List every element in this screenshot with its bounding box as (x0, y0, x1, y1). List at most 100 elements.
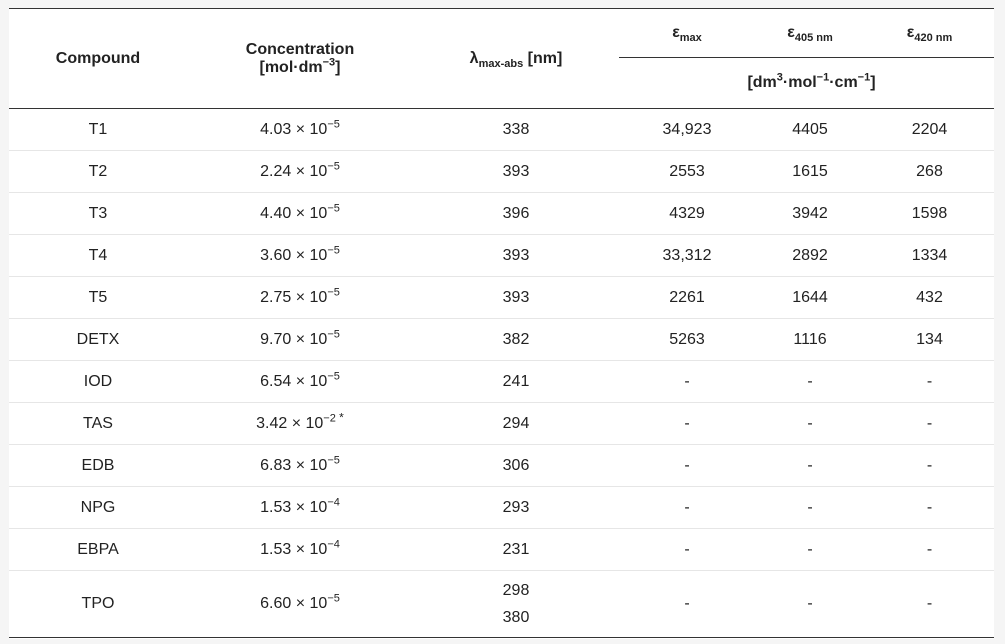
table-row: IOD 6.54 × 10−5 241- - - (9, 360, 994, 403)
conc-base: 1.53 × 10 (260, 540, 328, 558)
header-eps-405: ε405 nm (755, 8, 865, 58)
cell-lambda: 294 (413, 402, 619, 445)
cell-lambda: 338 (413, 108, 619, 151)
conc-base: 9.70 × 10 (260, 330, 328, 348)
cell-eps-max: - (619, 528, 755, 571)
conc-unit-prefix: [mol·dm (259, 58, 323, 76)
table-row: TPO 6.60 × 10−5 298 380- - - (9, 570, 994, 638)
cell-compound: DETX (9, 318, 187, 361)
units-part: ·mol (782, 74, 817, 91)
cell-compound: TPO (9, 570, 187, 638)
cell-compound: IOD (9, 360, 187, 403)
cell-eps-420: - (865, 528, 994, 571)
conc-base: 2.75 × 10 (260, 288, 328, 306)
cell-eps-405: 1644 (755, 276, 865, 319)
cell-compound: T3 (9, 192, 187, 235)
conc-exponent: −5 (327, 118, 340, 131)
cell-eps-405: - (755, 486, 865, 529)
cell-eps-405: - (755, 444, 865, 487)
cell-eps-405: 1615 (755, 150, 865, 193)
header-compound: Compound (9, 8, 187, 109)
conc-base: 6.60 × 10 (260, 595, 328, 612)
cell-eps-420: 268 (865, 150, 994, 193)
cell-eps-420: 432 (865, 276, 994, 319)
conc-exponent: −5 (327, 370, 340, 383)
cell-compound: TAS (9, 402, 187, 445)
table-row: EDB 6.83 × 10−5 306- - - (9, 444, 994, 487)
cell-compound: T5 (9, 276, 187, 319)
cell-eps-max: - (619, 402, 755, 445)
cell-eps-405: - (755, 402, 865, 445)
conc-exponent: −5 (327, 244, 340, 257)
cell-concentration: 9.70 × 10−5 (187, 318, 413, 361)
lambda-subscript: max-abs (478, 57, 524, 70)
table-body: T1 4.03 × 10−5 338 34,923 4405 2204 T2 2.24 × 1… (9, 108, 994, 638)
table-row: TAS 3.42 × 10−2 * 294- - - (9, 402, 994, 445)
cell-eps-max: 34,923 (619, 108, 755, 151)
lambda-symbol: λ (469, 49, 479, 67)
table-row: EBPA 1.53 × 10−4 231- - - (9, 528, 994, 571)
lambda-value: 380 (502, 609, 530, 626)
cell-eps-405: 1116 (755, 318, 865, 361)
header-compound-label: Compound (55, 49, 141, 67)
conc-exponent: −5 (327, 202, 340, 215)
units-exp: −1 (816, 71, 830, 84)
eps-420-subscript: 420 nm (914, 32, 953, 45)
table-header: Compound Concentration [mol·dm−3] λmax-a… (9, 8, 994, 109)
cell-concentration: 6.54 × 10−5 (187, 360, 413, 403)
cell-compound: EBPA (9, 528, 187, 571)
cell-lambda: 231 (413, 528, 619, 571)
header-lambda: λmax-abs [nm] (413, 8, 619, 109)
conc-base: 3.42 × 10 (256, 414, 324, 432)
eps-symbol: ε (787, 24, 795, 41)
cell-eps-405: - (755, 360, 865, 403)
cell-eps-420: - (865, 402, 994, 445)
cell-concentration: 1.53 × 10−4 (187, 528, 413, 571)
cell-compound: T2 (9, 150, 187, 193)
lambda-value: 231 (502, 540, 530, 558)
conc-note: * (335, 410, 344, 425)
lambda-value: 393 (502, 246, 530, 264)
cell-lambda: 241 (413, 360, 619, 403)
cell-eps-420: 1598 (865, 192, 994, 235)
header-concentration: Concentration [mol·dm−3] (187, 8, 413, 109)
cell-compound: NPG (9, 486, 187, 529)
cell-concentration: 2.24 × 10−5 (187, 150, 413, 193)
absorption-table: Compound Concentration [mol·dm−3] λmax-a… (9, 8, 994, 638)
eps-405-subscript: 405 nm (794, 32, 833, 45)
conc-unit-exp: −3 (322, 56, 336, 69)
conc-base: 6.83 × 10 (260, 456, 328, 474)
header-eps-max: εmax (619, 8, 755, 58)
cell-concentration: 2.75 × 10−5 (187, 276, 413, 319)
lambda-value: 294 (502, 414, 530, 432)
cell-lambda: 396 (413, 192, 619, 235)
conc-base: 3.60 × 10 (260, 246, 328, 264)
header-concentration-line1: Concentration (245, 40, 355, 58)
table-row: DETX 9.70 × 10−5 382 5263 1116 134 (9, 318, 994, 361)
header-eps-units: [dm3·mol−1·cm−1] (619, 57, 994, 109)
cell-concentration: 3.42 × 10−2 * (187, 402, 413, 445)
lambda-value: 338 (502, 120, 530, 138)
cell-eps-405: - (755, 570, 865, 638)
cell-concentration: 4.40 × 10−5 (187, 192, 413, 235)
conc-exponent: −5 (327, 328, 340, 341)
conc-exponent: −5 (327, 454, 340, 467)
lambda-value: 382 (502, 330, 530, 348)
lambda-value: 293 (502, 498, 530, 516)
eps-max-subscript: max (679, 32, 702, 45)
lambda-value: 393 (502, 162, 530, 180)
cell-eps-420: - (865, 570, 994, 638)
cell-eps-405: 3942 (755, 192, 865, 235)
header-concentration-line2: [mol·dm−3] (187, 56, 413, 77)
cell-eps-max: 2553 (619, 150, 755, 193)
conc-exponent: −5 (327, 286, 340, 299)
conc-unit-suffix: ] (335, 58, 341, 76)
units-part: ] (870, 74, 876, 91)
cell-eps-420: 134 (865, 318, 994, 361)
table-row: T3 4.40 × 10−5 396 4329 3942 1598 (9, 192, 994, 235)
cell-eps-max: - (619, 360, 755, 403)
cell-lambda: 393 (413, 150, 619, 193)
conc-base: 2.24 × 10 (260, 162, 328, 180)
cell-compound: T1 (9, 108, 187, 151)
eps-symbol: ε (906, 24, 915, 41)
